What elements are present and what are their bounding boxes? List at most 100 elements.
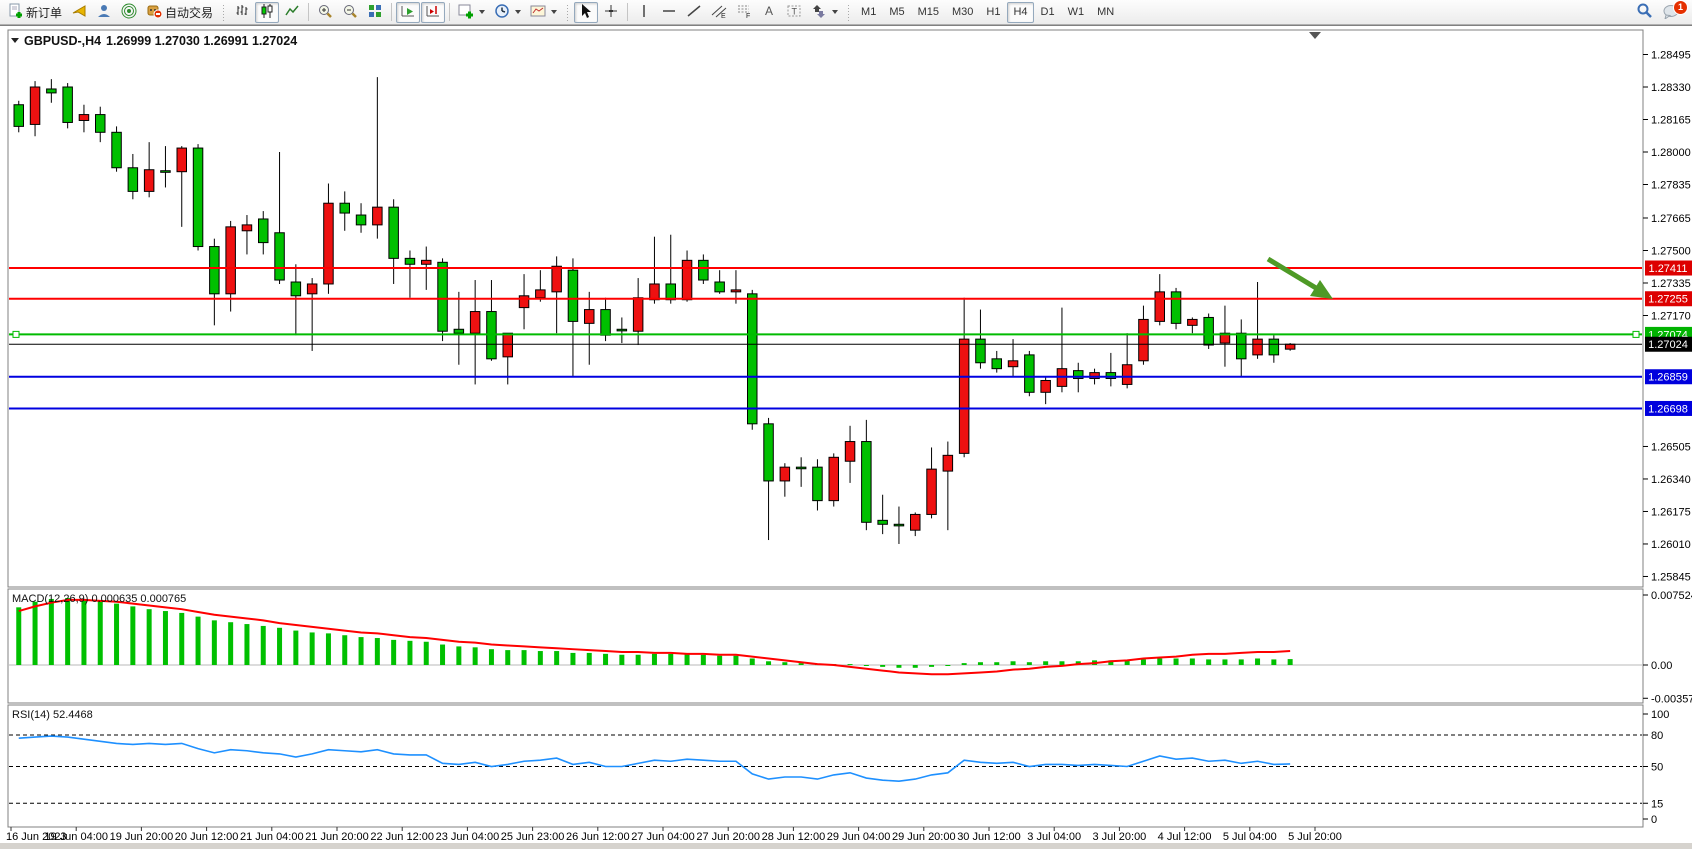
candle — [1121, 364, 1133, 385]
svg-text:26 Jun 12:00: 26 Jun 12:00 — [566, 831, 630, 843]
tile-windows-button[interactable] — [363, 2, 387, 23]
arrow-annotation[interactable] — [1266, 256, 1333, 299]
candle — [763, 423, 774, 482]
candle — [632, 297, 644, 332]
tf-m30-button[interactable]: M30 — [952, 6, 974, 18]
bar-chart-icon — [234, 3, 250, 22]
tf-d1-button[interactable]: D1 — [1040, 6, 1055, 18]
new-order-icon — [7, 3, 23, 22]
zoom-in-button[interactable] — [313, 2, 337, 23]
candle — [143, 169, 155, 192]
svg-text:50: 50 — [1651, 762, 1663, 774]
svg-text:0: 0 — [1651, 814, 1657, 826]
shapes-button[interactable] — [807, 2, 842, 23]
svg-text:25 Jun 23:00: 25 Jun 23:00 — [501, 831, 565, 843]
svg-text:3 Jul 04:00: 3 Jul 04:00 — [1027, 831, 1081, 843]
fibonacci-button[interactable]: F — [732, 2, 756, 23]
crosshair-icon — [603, 3, 619, 22]
svg-text:-0.003577: -0.003577 — [1651, 693, 1692, 705]
tf-h1-button[interactable]: H1 — [986, 6, 1001, 18]
person-icon — [96, 3, 112, 22]
line-handle[interactable] — [1632, 330, 1640, 338]
svg-text:1.27500: 1.27500 — [1651, 245, 1691, 257]
candle — [747, 293, 758, 425]
signals-button[interactable] — [117, 2, 141, 23]
trendline-button[interactable] — [682, 2, 706, 23]
tf-mn-button[interactable]: MN — [1097, 6, 1115, 18]
text-button[interactable]: A — [757, 2, 781, 23]
crosshair-button[interactable] — [599, 2, 623, 23]
candle — [453, 328, 465, 334]
vertical-line-button[interactable] — [632, 2, 656, 23]
candle — [241, 224, 253, 232]
main-panel — [7, 29, 1644, 588]
symbol-dropdown-icon[interactable] — [11, 38, 19, 43]
tf-m5-button[interactable]: M5 — [889, 6, 905, 18]
candle — [958, 338, 970, 454]
svg-text:28 Jun 12:00: 28 Jun 12:00 — [762, 831, 826, 843]
candle — [1219, 332, 1231, 344]
candle — [78, 114, 90, 121]
zoom-out-button[interactable] — [338, 2, 362, 23]
trendline-icon — [686, 3, 702, 22]
chart-shift-button[interactable] — [421, 1, 446, 23]
candle — [192, 147, 204, 248]
svg-text:A: A — [765, 4, 773, 18]
price-chart[interactable]: 0.007524 0.00 -0.003577 100 80 50 15 0 1.28495… — [0, 26, 1692, 849]
line-handle[interactable] — [12, 330, 20, 338]
chat-button[interactable]: 1 — [1658, 0, 1688, 23]
periods-button[interactable] — [490, 2, 525, 23]
auto-scroll-button[interactable] — [396, 1, 421, 23]
horizontal-lines — [9, 32, 1642, 410]
candle — [828, 456, 839, 502]
candle — [584, 309, 595, 324]
svg-text:1.25845: 1.25845 — [1651, 571, 1691, 583]
toolbar-grip — [221, 3, 227, 21]
line-chart-button[interactable] — [280, 2, 304, 23]
horizontal-line-button[interactable] — [657, 2, 681, 23]
bar-chart-button[interactable] — [230, 2, 254, 23]
caret-down-icon — [479, 10, 486, 14]
tf-h4-button[interactable]: H4 — [1007, 1, 1034, 23]
svg-text:27 Jun 20:00: 27 Jun 20:00 — [696, 831, 760, 843]
candle — [176, 147, 187, 173]
tf-m1-button[interactable]: M1 — [861, 6, 877, 18]
tf-m15-button[interactable]: M15 — [917, 6, 939, 18]
auto-trading-button[interactable]: 自动交易 — [142, 2, 217, 23]
cursor-button[interactable] — [574, 1, 599, 23]
candle — [355, 214, 367, 226]
candle — [1007, 360, 1019, 368]
new-order-button[interactable]: 新订单 — [3, 2, 66, 23]
candle — [1236, 332, 1247, 360]
fibonacci-icon: F — [736, 3, 752, 22]
candle — [714, 281, 725, 293]
macd-label: MACD(12,26,9) 0.000635 0.000765 — [12, 593, 186, 605]
text-label-button[interactable]: T — [782, 2, 806, 23]
arrow-head[interactable] — [1310, 280, 1333, 299]
tf-w1-button[interactable]: W1 — [1067, 6, 1085, 18]
equidistant-channel-button[interactable]: E — [707, 2, 731, 23]
svg-text:15: 15 — [1651, 798, 1663, 810]
svg-text:1.28495: 1.28495 — [1651, 49, 1691, 61]
price-badge — [1645, 400, 1692, 416]
candlestick-chart-button[interactable] — [255, 1, 280, 23]
notification-badge: 1 — [1673, 0, 1688, 15]
svg-text:16 Jun 2023: 16 Jun 2023 — [6, 831, 67, 843]
svg-text:1.27411: 1.27411 — [1649, 263, 1688, 275]
price-badge — [1645, 369, 1692, 385]
candle — [1284, 343, 1296, 350]
search-button[interactable] — [1632, 2, 1657, 23]
arrow-shaft[interactable] — [1266, 256, 1318, 291]
candlesticks — [13, 77, 1296, 544]
candle — [1138, 318, 1149, 362]
announcement-button[interactable] — [67, 2, 91, 23]
candle — [469, 311, 481, 334]
rsi-indicator: 100 80 50 15 0 — [9, 709, 1669, 826]
community-button[interactable] — [92, 2, 116, 23]
indicators-button[interactable] — [454, 2, 489, 23]
caret-down-icon — [515, 10, 522, 14]
svg-text:1.26505: 1.26505 — [1651, 441, 1691, 453]
templates-button[interactable] — [526, 2, 561, 23]
candle — [1187, 318, 1198, 326]
symbol-title: GBPUSD-,H4 — [24, 34, 101, 48]
